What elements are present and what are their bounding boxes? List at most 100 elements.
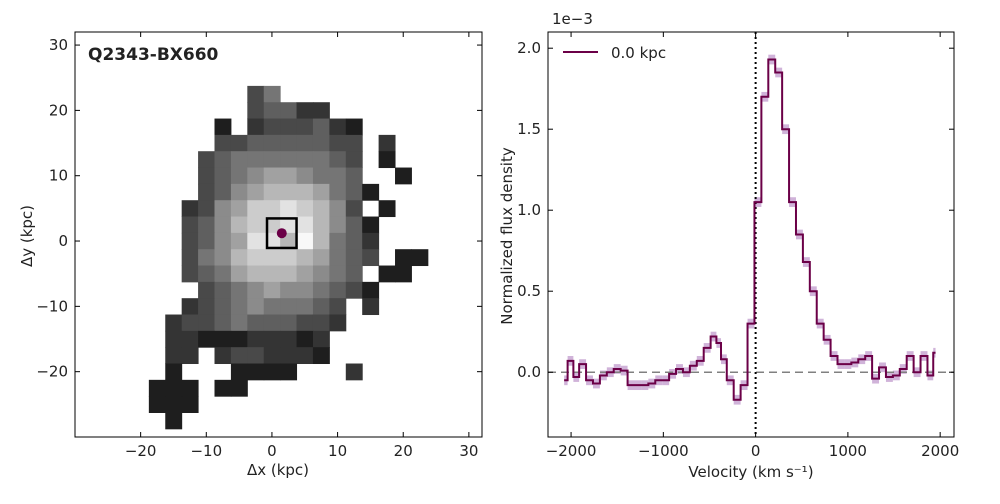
- heatmap-cell: [181, 396, 199, 413]
- heatmap-cell: [263, 118, 281, 136]
- heatmap-cell: [345, 249, 363, 267]
- heatmap-cell: [181, 249, 199, 267]
- heatmap-cell: [165, 314, 183, 332]
- heatmap-cell: [329, 265, 347, 283]
- left-x-axis-label: Δx (kpc): [247, 461, 309, 479]
- heatmap-cell: [312, 167, 330, 185]
- heatmap-cell: [165, 363, 183, 381]
- heatmap-cell: [263, 314, 281, 332]
- heatmap-cell: [296, 183, 314, 201]
- heatmap-cell: [181, 298, 199, 316]
- heatmap-cell: [263, 200, 281, 218]
- heatmap-cell: [198, 281, 215, 299]
- y-tick-label: 0.0: [517, 363, 541, 381]
- heatmap-cell: [263, 183, 281, 201]
- heatmap-cell: [378, 134, 396, 152]
- heatmap-cell: [280, 330, 298, 348]
- heatmap-cell: [378, 151, 396, 169]
- heatmap-cell: [247, 347, 265, 365]
- heatmap-cell: [247, 249, 265, 267]
- heatmap-cell: [198, 265, 215, 283]
- y-tick-label: 30: [49, 36, 68, 54]
- x-tick-label: −2000: [546, 442, 597, 460]
- heatmap-cell: [329, 134, 347, 152]
- heatmap-cell: [263, 167, 281, 185]
- heatmap-cell: [181, 265, 199, 283]
- heatmap-cell: [280, 281, 298, 299]
- error-band: [564, 54, 936, 405]
- heatmap-cell: [148, 379, 166, 397]
- heatmap-cell: [296, 232, 314, 250]
- heatmap-cell: [230, 281, 248, 299]
- heatmap-cell: [296, 151, 314, 169]
- heatmap-cell: [312, 298, 330, 316]
- heatmap-cell: [280, 363, 298, 381]
- heatmap-cell: [345, 200, 363, 218]
- heatmap-cell: [329, 200, 347, 218]
- heatmap-cell: [263, 330, 281, 348]
- heatmap-cell: [362, 183, 380, 201]
- heatmap-cell: [230, 134, 248, 152]
- heatmap-cell: [230, 232, 248, 250]
- heatmap-cell: [214, 330, 232, 348]
- heatmap-cell: [280, 347, 298, 365]
- heatmap-cell: [362, 216, 380, 234]
- heatmap-cell: [247, 85, 265, 103]
- heatmap-cell: [230, 183, 248, 201]
- heatmap-cell: [247, 134, 265, 152]
- heatmap-cell: [395, 167, 412, 185]
- heatmap-cell: [148, 396, 166, 413]
- heatmap-cell: [247, 151, 265, 169]
- heatmap-cell: [230, 347, 248, 365]
- y-tick-label: 1.5: [517, 120, 541, 138]
- heatmap-cell: [312, 151, 330, 169]
- heatmap-cell: [312, 118, 330, 136]
- heatmap-cell: [312, 281, 330, 299]
- right-y-axis-ticks: 0.0 0.5 1.0 1.5 2.0: [517, 39, 954, 381]
- heatmap-cell: [247, 298, 265, 316]
- heatmap-cell: [362, 281, 380, 299]
- heatmap-cell: [247, 330, 265, 348]
- heatmap-cell: [214, 151, 232, 169]
- legend: 0.0 kpc: [563, 44, 666, 62]
- heatmap-cell: [247, 314, 265, 332]
- heatmap-cell: [263, 265, 281, 283]
- heatmap-cell: [247, 102, 265, 120]
- heatmap-cell: [312, 265, 330, 283]
- centroid-box-marker: [265, 217, 298, 250]
- heatmap-cell: [345, 216, 363, 234]
- heatmap-cell: [214, 183, 232, 201]
- right-plot-frame: [547, 31, 955, 438]
- heatmap-cell: [312, 330, 330, 348]
- heatmap-cell: [198, 200, 215, 218]
- heatmap-cell: [296, 347, 314, 365]
- left-y-axis-label: Δy (kpc): [18, 205, 36, 267]
- heatmap-cell: [214, 265, 232, 283]
- heatmap-cell: [230, 298, 248, 316]
- heatmap-cell: [296, 200, 314, 218]
- heatmap-cell: [247, 167, 265, 185]
- heatmap-cell: [395, 249, 412, 267]
- heatmap-cell: [230, 249, 248, 267]
- heatmap-cell: [230, 167, 248, 185]
- heatmap-cell: [296, 167, 314, 185]
- heatmap-cell: [214, 314, 232, 332]
- heatmap-cell: [312, 232, 330, 250]
- heatmap-cell: [280, 102, 298, 120]
- x-tick-label: 0: [267, 442, 277, 460]
- heatmap-cell: [329, 298, 347, 316]
- heatmap-cell: [345, 232, 363, 250]
- y-tick-label: 0.5: [517, 282, 541, 300]
- heatmap-cell: [214, 249, 232, 267]
- x-tick-label: −1000: [638, 442, 689, 460]
- heatmap-cell: [198, 167, 215, 185]
- heatmap-cell: [263, 363, 281, 381]
- x-tick-label: 10: [328, 442, 347, 460]
- heatmap-cell: [230, 216, 248, 234]
- heatmap-cell: [247, 118, 265, 136]
- heatmap-cell: [280, 183, 298, 201]
- heatmap-cell: [247, 200, 265, 218]
- heatmap-cell: [296, 134, 314, 152]
